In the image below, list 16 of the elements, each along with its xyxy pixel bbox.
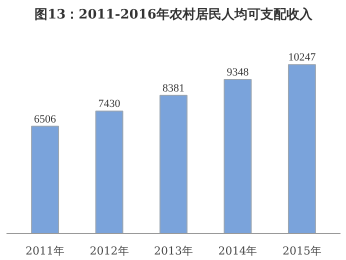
bar (224, 78, 252, 234)
bar (160, 94, 188, 234)
chart-title: 图13：2011-2016年农村居民人均可支配收入 (34, 6, 314, 22)
bar (288, 64, 316, 234)
data-label: 6506 (34, 113, 57, 126)
x-tick-label: 2011年 (26, 244, 65, 258)
x-tick-label: 2012年 (90, 244, 129, 258)
x-tick-label: 2013年 (154, 244, 194, 258)
x-tick-label: 2014年 (218, 244, 258, 258)
data-label: 8381 (162, 82, 184, 94)
data-label: 9348 (226, 66, 250, 78)
x-tick-label: 2015年 (282, 244, 322, 258)
bar (95, 110, 124, 234)
data-label: 10247 (288, 52, 316, 64)
data-label: 7430 (98, 98, 121, 110)
bar (31, 126, 60, 234)
